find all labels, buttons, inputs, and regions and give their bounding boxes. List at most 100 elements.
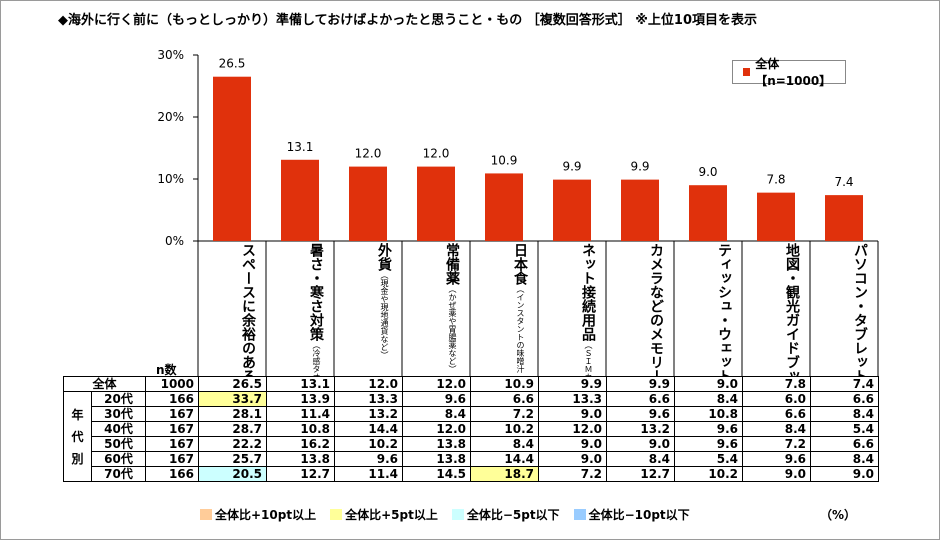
age-group-char: 別 xyxy=(71,451,84,466)
value-cell: 9.6 xyxy=(606,406,675,422)
value-cell: 12.0 xyxy=(402,376,471,392)
value-cell: 11.4 xyxy=(334,466,403,482)
bar xyxy=(621,179,659,241)
value-cell: 13.3 xyxy=(334,391,403,407)
row-label: 全体 xyxy=(63,376,146,392)
category-label: ティッシュ・ウェットティッシュ xyxy=(700,243,734,376)
bar xyxy=(689,185,727,241)
value-cell: 12.7 xyxy=(606,466,675,482)
category-label: 地図・観光ガイドブック xyxy=(768,243,802,376)
n-cell: 166 xyxy=(145,391,199,407)
table-row: 年代別 20代 166 33.7 13.9 13.3 9.6 6.6 13.3 6.6 8.4 6.0… xyxy=(63,391,879,482)
category-label: 暑さ・寒さ対策（冷感タオル、カイロなど） xyxy=(298,243,326,376)
category-note: （ＳＩＭカード、Ｗｉ－Ｆｉルーターなど） xyxy=(584,341,593,376)
highlight-legend-item: 全体比+10pt以上 xyxy=(200,506,316,523)
unit-label: （%） xyxy=(820,508,857,522)
value-cell: 12.0 xyxy=(538,421,607,437)
value-cell: 22.2 xyxy=(198,436,267,452)
highlight-swatch xyxy=(330,509,343,520)
category-note: （冷感タオル、カイロなど） xyxy=(312,341,321,376)
value-cell: 13.1 xyxy=(266,376,335,392)
value-cell: 9.0 xyxy=(674,376,743,392)
value-cell: 9.9 xyxy=(538,376,607,392)
chart-legend: 全体【n=1000】 xyxy=(732,57,846,88)
n-cell: 1000 xyxy=(145,376,199,392)
n-cell: 167 xyxy=(145,406,199,422)
value-cell: 25.7 xyxy=(198,451,267,467)
value-cell: 9.6 xyxy=(742,451,811,467)
value-cell: 8.4 xyxy=(606,451,675,467)
value-cell: 6.6 xyxy=(606,391,675,407)
row-label: 40代 xyxy=(91,421,146,437)
category-label: スペースに余裕のあるスーツケース xyxy=(207,243,258,376)
age-group-char: 代 xyxy=(71,429,84,444)
value-cell: 9.0 xyxy=(606,436,675,452)
y-tick-label: 20% xyxy=(157,110,184,124)
bar-value-label: 9.9 xyxy=(630,160,649,174)
value-cell: 10.8 xyxy=(266,421,335,437)
highlight-legend-item: 全体比−10pt以下 xyxy=(573,506,690,523)
value-cell: 6.6 xyxy=(470,391,539,407)
value-cell: 12.0 xyxy=(334,376,403,392)
bar-value-label: 12.0 xyxy=(355,147,382,161)
table-row: 70代 166 20.5 12.7 11.4 14.5 18.7 7.2 12.7 10.2 9.0… xyxy=(64,466,879,482)
category-name: 暑さ・寒さ対策 xyxy=(308,243,324,341)
value-cell: 9.0 xyxy=(538,451,607,467)
highlight-label: 全体比+10pt以上 xyxy=(215,508,317,522)
bar xyxy=(349,166,387,241)
highlight-legend: 全体比+10pt以上 全体比+5pt以上 全体比−5pt以下 全体比−10pt以下 xyxy=(200,506,704,523)
value-cell: 28.7 xyxy=(198,421,267,437)
value-cell: 8.4 xyxy=(742,421,811,437)
value-cell: 10.2 xyxy=(334,436,403,452)
highlight-label: 全体比−10pt以下 xyxy=(588,508,690,522)
value-cell: 8.4 xyxy=(674,391,743,407)
value-cell: 13.3 xyxy=(538,391,607,407)
n-cell: 167 xyxy=(145,451,199,467)
value-cell: 7.4 xyxy=(810,376,879,392)
table-row: 40代 167 28.7 10.8 14.4 12.0 10.2 12.0 13.2 9.6 8.4… xyxy=(64,421,879,437)
category-name: スペースに xyxy=(240,243,256,313)
n-header: n数 xyxy=(156,363,177,377)
value-cell: 9.6 xyxy=(674,436,743,452)
value-cell: 9.6 xyxy=(674,421,743,437)
table-row: 50代 167 22.2 16.2 10.2 13.8 8.4 9.0 9.0 9.6 7.2 6.6 xyxy=(64,436,879,452)
value-cell: 14.4 xyxy=(334,421,403,437)
value-cell: 10.9 xyxy=(470,376,539,392)
bar-value-label: 13.1 xyxy=(287,140,314,154)
highlight-swatch xyxy=(451,509,464,520)
category-name: ティッシュ・ xyxy=(716,243,732,327)
highlight-legend-item: 全体比−5pt以下 xyxy=(451,506,560,523)
highlight-swatch xyxy=(200,509,212,520)
value-cell: 8.4 xyxy=(402,406,471,422)
value-cell: 12.7 xyxy=(266,466,335,482)
legend-label: 全体【n=1000】 xyxy=(755,57,832,88)
highlight-legend-item: 全体比+5pt以上 xyxy=(330,506,438,523)
value-cell: 13.9 xyxy=(266,391,335,407)
value-cell: 13.2 xyxy=(606,421,675,437)
value-cell: 8.4 xyxy=(470,436,539,452)
value-cell: 26.5 xyxy=(198,376,267,392)
category-name: カメラなどの xyxy=(648,243,664,327)
value-cell: 9.0 xyxy=(538,436,607,452)
category-name: ガイドブック xyxy=(784,313,800,376)
n-cell: 166 xyxy=(145,466,199,482)
row-label: 30代 xyxy=(91,406,146,422)
bar xyxy=(213,76,251,241)
bar-value-label: 7.4 xyxy=(834,175,853,189)
value-cell: 9.6 xyxy=(334,451,403,467)
value-cell: 33.7 xyxy=(198,391,267,407)
value-cell: 14.4 xyxy=(470,451,539,467)
value-cell: 6.6 xyxy=(742,406,811,422)
category-name: 常備薬 xyxy=(444,243,460,285)
value-cell: 9.0 xyxy=(538,406,607,422)
category-note: （インスタントの味噌汁・カップ麺、梅干しなど） xyxy=(516,285,525,376)
bar-chart: 0% 10% 20% 30% 26.5 13.1 12.0 12.0 10.9 9.9 9.9 9.0… xyxy=(157,48,879,376)
value-cell: 13.2 xyxy=(334,406,403,422)
value-cell: 14.5 xyxy=(402,466,471,482)
age-group-header: 年代別 xyxy=(63,391,92,482)
value-cell: 16.2 xyxy=(266,436,335,452)
value-cell: 28.1 xyxy=(198,406,267,422)
category-note: （かぜ薬や胃腸薬など） xyxy=(448,285,457,373)
category-note: （現金や現地通貨など） xyxy=(380,271,389,359)
category-label: 日本食（インスタントの味噌汁・カップ麺、梅干しなど） xyxy=(502,243,530,376)
